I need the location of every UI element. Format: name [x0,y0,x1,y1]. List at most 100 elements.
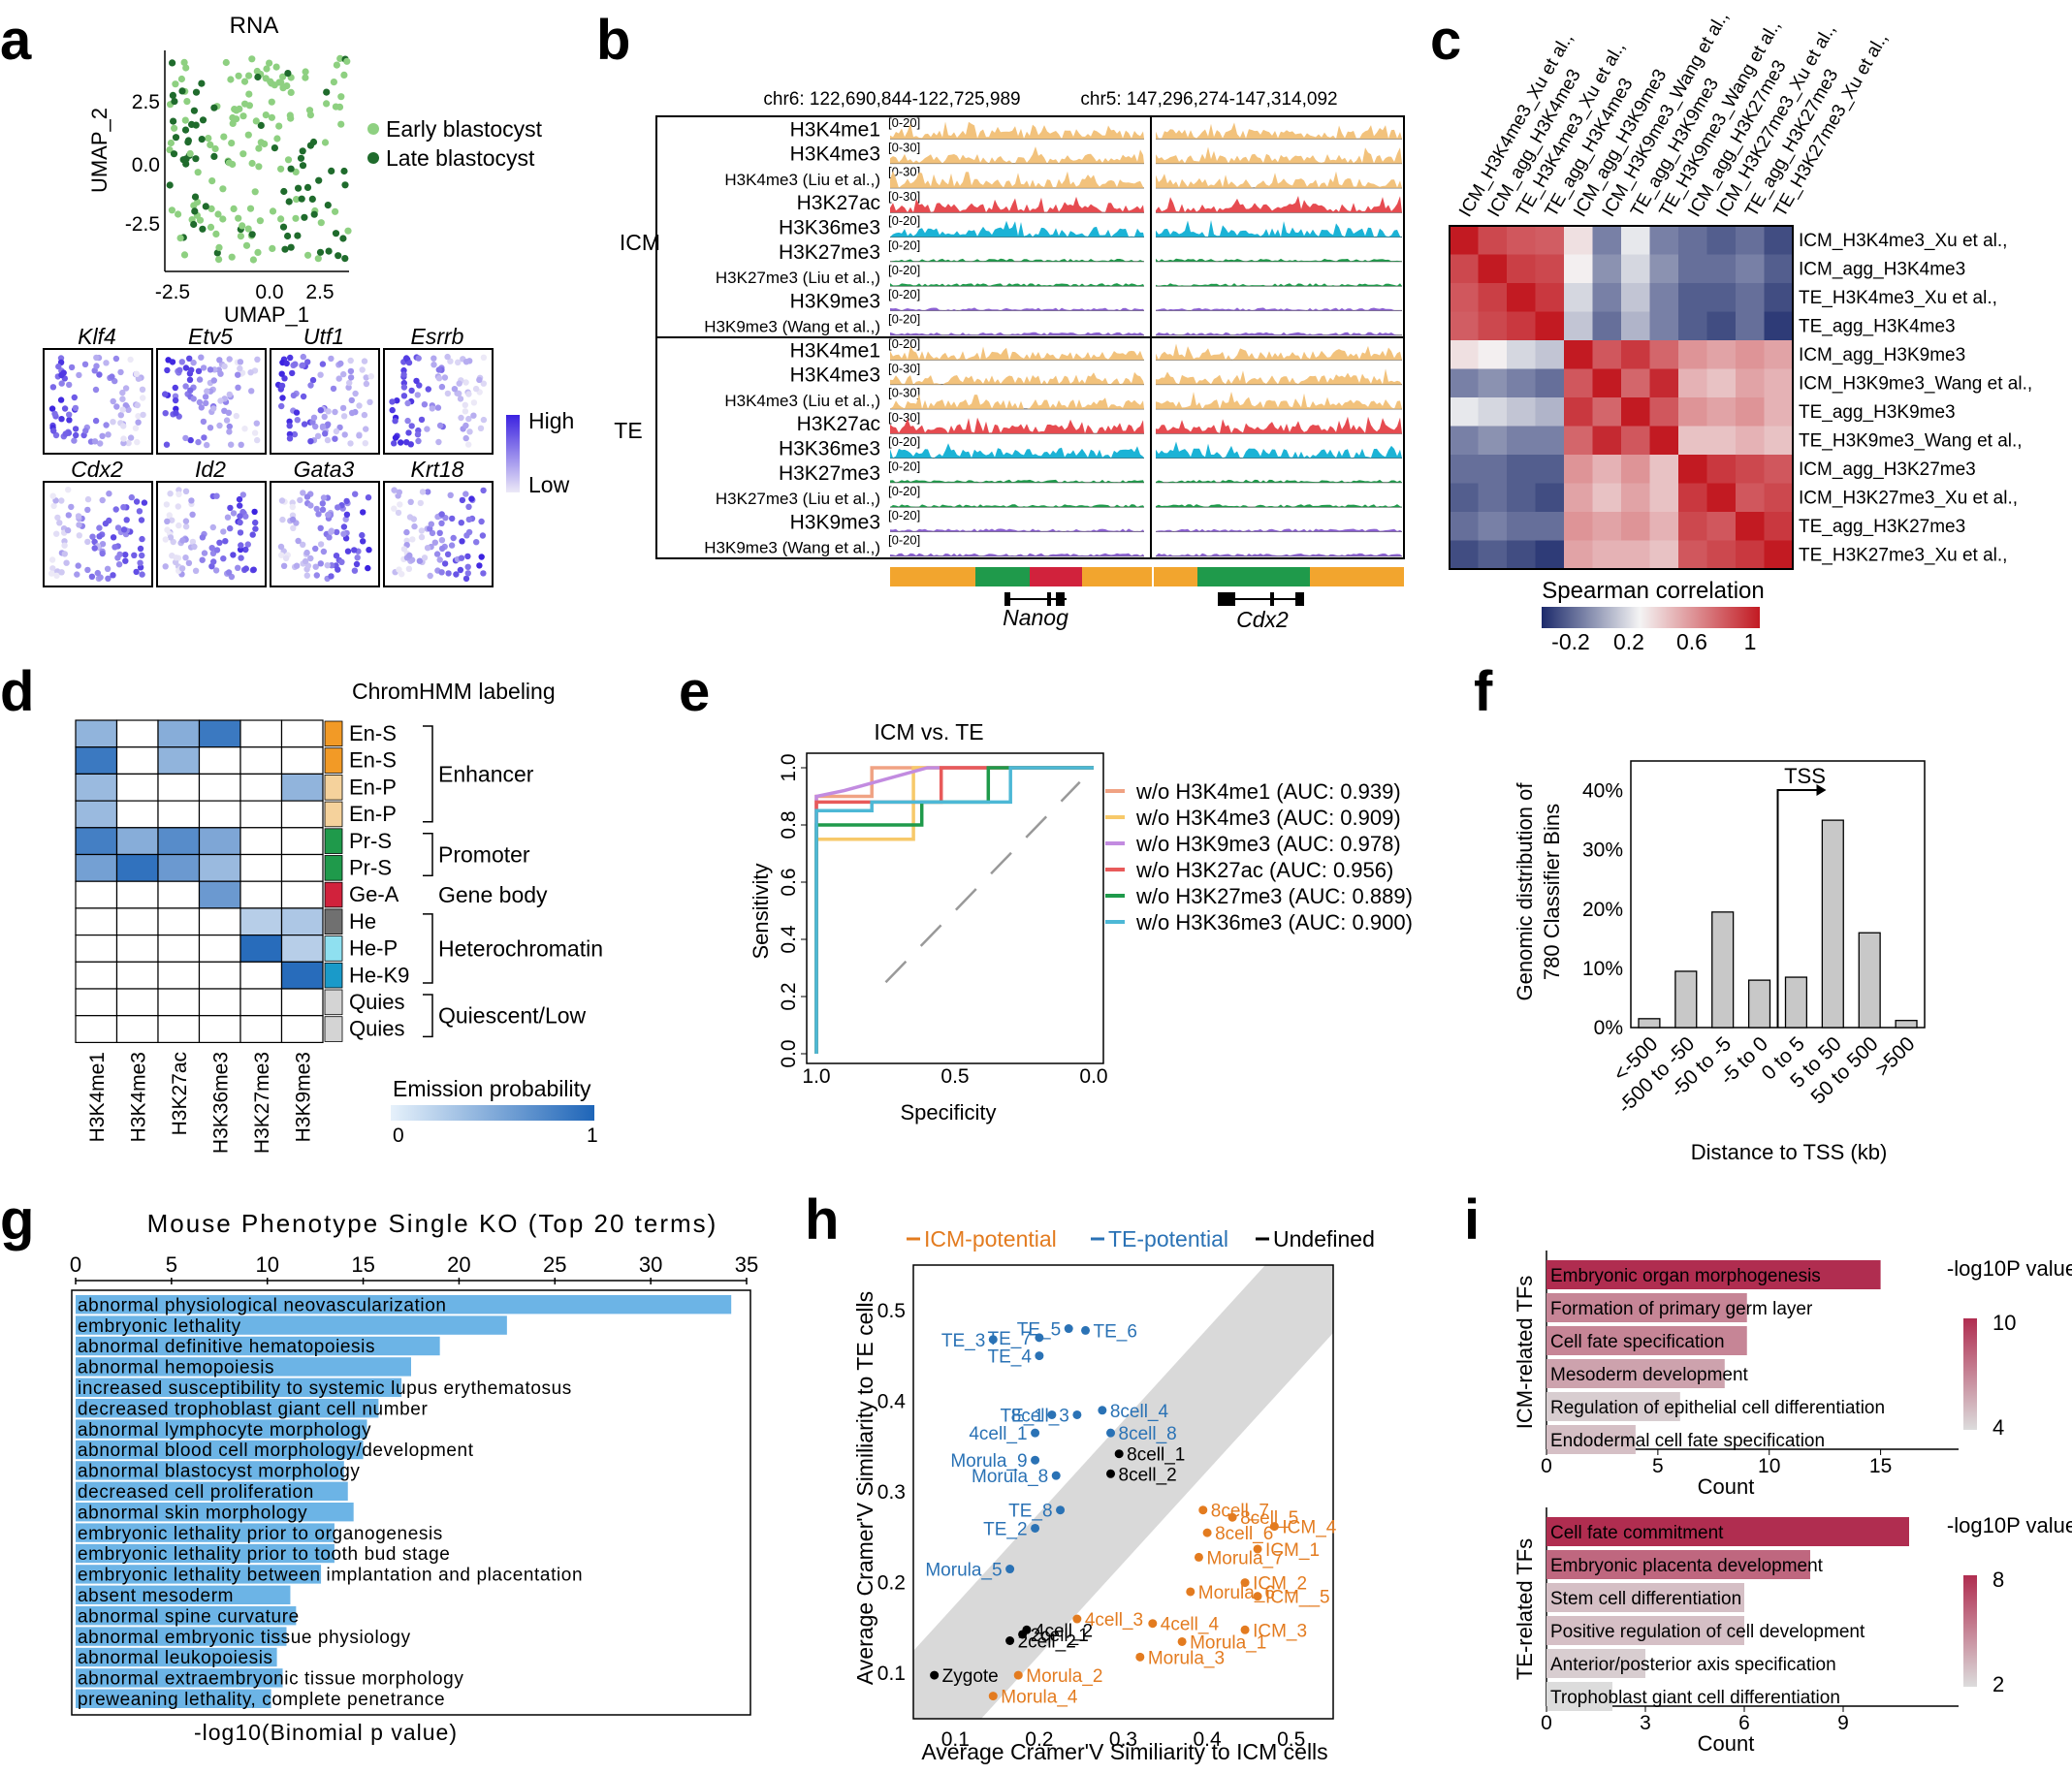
expression-point [66,411,73,418]
umap-cell-point [295,184,303,192]
expression-point [182,434,189,442]
expression-point [462,575,470,583]
correlation-cell [1450,283,1479,312]
expression-point [457,396,464,402]
scatter-point-label: 4cell_3 [1085,1610,1143,1631]
scatter-point [1202,1528,1212,1537]
umap-cell-point [255,163,263,171]
expression-point [164,518,171,524]
umap-cell-point [207,205,215,212]
correlation-cell [1450,226,1479,255]
emission-cell [280,800,324,829]
expression-point [56,520,63,526]
expression-point [287,354,294,362]
expression-point [303,572,310,579]
scatter-point [1253,1592,1262,1601]
scatter-point-label: 2cell_1 [1031,1626,1089,1646]
correlation-cell [1678,368,1707,398]
corr-colorbar [1542,607,1760,628]
expression-point [280,562,288,569]
umap-cell-point [306,142,314,149]
scatter-point-label: Morula_1 [1190,1632,1266,1653]
scatter-point [930,1670,940,1680]
umap-cell-point [176,235,184,242]
umap-cell-point [284,232,292,240]
expression-point [204,441,210,449]
correlation-cell [1592,540,1622,570]
expression-point [128,493,135,501]
signal-track [1156,171,1402,188]
group-enhancer: Enhancer [438,761,534,786]
go-ylabel: TE-related TFs [1513,1538,1537,1680]
expression-point [279,516,286,523]
signal-track [890,307,1144,311]
umap-cell-point [202,203,209,210]
gene-name-label: Cdx2 [71,457,123,482]
umap-cell-point [287,88,295,96]
expression-point [164,526,171,533]
umap-cell-point [230,205,238,212]
track-range: [0-20] [888,532,920,547]
expression-point [365,494,372,501]
umap-cell-point [227,76,235,83]
signal-track [890,479,1144,483]
expression-point [221,363,228,370]
expression-point [237,502,243,509]
umap-cell-point [212,230,220,238]
expression-point [450,534,457,542]
expression-point [295,537,302,545]
scatter-point-label: 8cell_1 [1127,1445,1185,1466]
expression-point [178,565,186,572]
signal-track [890,394,1144,409]
correlation-cell [1564,483,1593,513]
expression-point [189,538,197,546]
heatmap-col-label: TE_H3K27me3_Xu et al., [1770,29,1893,220]
go-term-label: Endodermal cell fate specification [1550,1431,1825,1451]
signal-track [890,283,1144,287]
expression-point [97,440,104,447]
phenotype-bar [76,1543,335,1564]
track-range: [0-20] [888,459,920,474]
expression-point [291,430,299,438]
expression-point [464,553,471,560]
scatter-point-label: ICM_3 [1253,1621,1307,1641]
state-label: Pr-S [349,856,392,880]
expression-point [119,406,126,413]
correlation-cell [1450,483,1479,513]
scatter-point-label: TE_3 [941,1331,985,1351]
expression-point [238,441,244,448]
umap-cell-point [279,73,287,80]
tss-ytick: 20% [1582,899,1623,921]
scatter-legend-label: TE-potential [1108,1226,1228,1251]
expression-point [179,537,186,544]
expression-point [65,487,72,493]
correlation-cell [1507,368,1536,398]
state-label: En-S [349,748,397,773]
expression-point [81,361,89,367]
heatmap-row-label: ICM_H3K9me3_Wang et al., [1799,374,2032,395]
phenotype-bar [76,1606,297,1626]
umap-cell-point [166,181,174,189]
umap-cell-point [168,206,175,214]
expression-point [93,363,100,369]
corr-tick: 0.6 [1676,629,1707,654]
track-label: H3K27ac [797,413,880,435]
expression-point [360,538,367,545]
emission-cell [157,746,201,775]
scatter-point [1018,1630,1028,1639]
track-label: H3K9me3 (Wang et al.,) [704,539,880,557]
scatter-point-label: TE_5 [1017,1320,1061,1341]
expression-point [407,441,414,448]
correlation-cell [1706,540,1737,570]
expression-point [391,505,398,512]
roc-legend-label: w/o H3K27ac (AUC: 0.956) [1135,858,1393,882]
expression-point [106,491,112,497]
umap-cell-point [245,72,253,79]
expression-point [50,428,57,434]
expression-point [312,563,319,570]
umap-cell-point [337,120,345,128]
expression-point [317,560,324,567]
emission-cell [198,719,241,748]
chromhmm-legend-title: Emission probability [393,1076,591,1101]
scatter-point-label: Morula_7 [1206,1548,1283,1568]
